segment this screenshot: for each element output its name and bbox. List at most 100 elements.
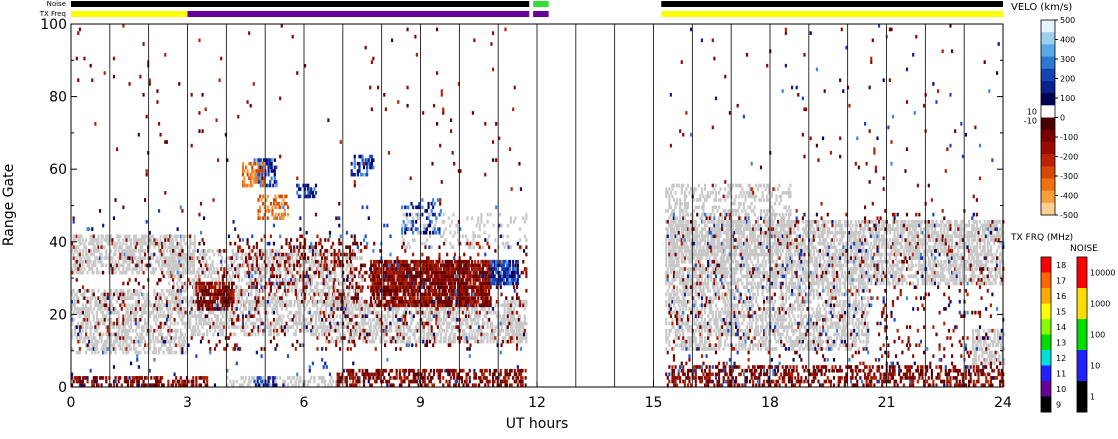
- scatter-cell: [120, 303, 123, 308]
- scatter-cell: [78, 328, 81, 333]
- scatter-cell: [226, 296, 229, 300]
- scatter-cell: [161, 307, 164, 311]
- scatter-cell: [671, 238, 674, 242]
- scatter-cell: [122, 303, 125, 308]
- scatter-cell: [669, 281, 672, 286]
- scatter-cell: [72, 289, 75, 293]
- scatter-cell: [156, 307, 159, 311]
- scatter-cell: [244, 270, 247, 275]
- scatter-cell: [137, 296, 140, 300]
- scatter-cell: [682, 238, 685, 242]
- scatter-cell: [728, 249, 731, 253]
- scatter-cell: [153, 303, 156, 308]
- scatter-cell: [353, 274, 356, 279]
- scatter-cell: [231, 296, 234, 300]
- scatter-cell: [860, 220, 864, 224]
- scatter-cell: [324, 249, 327, 253]
- scatter-cell: [206, 321, 209, 326]
- scatter-cell: [334, 321, 337, 326]
- scatter-cell: [147, 318, 150, 322]
- scatter-cell: [123, 303, 126, 308]
- scatter-cell: [853, 259, 856, 264]
- scatter-cell: [344, 383, 347, 388]
- scatter-cell: [158, 249, 161, 253]
- scatter-cell: [92, 314, 95, 319]
- scatter-cell: [862, 241, 865, 246]
- scatter-cell: [221, 332, 224, 337]
- scatter-cell: [747, 274, 750, 279]
- scatter-cell: [103, 238, 106, 242]
- scatter-cell: [694, 270, 697, 275]
- scatter-cell: [293, 274, 297, 279]
- scatter-cell: [130, 318, 133, 322]
- scatter-cell: [373, 328, 376, 333]
- scatter-cell: [879, 252, 882, 257]
- scatter-cell: [384, 314, 387, 319]
- scatter-cell: [207, 303, 210, 308]
- scatter-cells: [71, 24, 1006, 388]
- scatter-cell: [227, 285, 231, 290]
- scatter-cell: [840, 249, 843, 253]
- scatter-cell: [95, 299, 99, 304]
- scatter-cell: [75, 350, 78, 355]
- scatter-cell: [724, 259, 727, 264]
- scatter-cell: [829, 281, 832, 286]
- scatter-cell: [125, 241, 128, 246]
- scatter-cell: [172, 241, 175, 246]
- scatter-cell: [148, 241, 151, 246]
- scatter-cell: [517, 303, 520, 308]
- scatter-cell: [856, 252, 859, 257]
- scatter-cell: [106, 318, 109, 322]
- scatter-cell: [179, 336, 182, 340]
- scatter-cell: [181, 263, 184, 268]
- scatter-cell: [120, 299, 123, 304]
- scatter-cell: [747, 256, 750, 260]
- scatter-cell: [745, 249, 749, 253]
- scatter-cell: [326, 339, 329, 344]
- scatter-cell: [210, 292, 213, 297]
- scatter-cell: [697, 267, 700, 271]
- scatter-cell: [182, 256, 185, 260]
- scatter-cell: [721, 223, 724, 228]
- scatter-cell: [236, 285, 239, 290]
- scatter-cell: [123, 325, 126, 329]
- scatter-cell: [280, 321, 283, 326]
- scatter-cell: [240, 383, 243, 388]
- scatter-cell: [803, 227, 806, 231]
- scatter-cell: [156, 292, 159, 297]
- scatter-cell: [351, 314, 354, 319]
- scatter-cell: [450, 325, 453, 329]
- scatter-cell: [460, 325, 463, 329]
- scatter-cell: [724, 267, 727, 271]
- scatter-cell: [466, 299, 469, 304]
- scatter-cell: [379, 336, 382, 340]
- scatter-cell: [162, 249, 165, 253]
- scatter-cell: [119, 289, 122, 293]
- scatter-cell: [346, 303, 349, 308]
- scatter-cell: [848, 259, 851, 264]
- scatter-cell: [318, 292, 321, 297]
- scatter-cell: [354, 292, 357, 297]
- scatter-cell: [708, 220, 711, 224]
- scatter-cell: [195, 314, 198, 319]
- scatter-cell: [474, 339, 477, 344]
- scatter-cell: [265, 303, 268, 308]
- scatter-cell: [231, 383, 234, 388]
- scatter-cell: [140, 314, 144, 319]
- scatter-cell: [713, 267, 716, 271]
- scatter-cell: [301, 259, 304, 264]
- scatter-cell: [750, 270, 753, 275]
- scatter-cell: [103, 299, 106, 304]
- scatter-cell: [162, 336, 165, 340]
- scatter-cell: [229, 303, 232, 308]
- scatter-cell: [181, 321, 184, 326]
- scatter-cell: [103, 339, 106, 344]
- scatter-cell: [382, 332, 385, 337]
- scatter-cell: [241, 314, 245, 319]
- scatter-cell: [896, 263, 899, 268]
- scatter-cell: [794, 270, 797, 275]
- scatter-cell: [686, 230, 690, 235]
- scatter-cell: [770, 249, 773, 253]
- scatter-cell: [786, 259, 789, 264]
- scatter-cell: [832, 267, 836, 271]
